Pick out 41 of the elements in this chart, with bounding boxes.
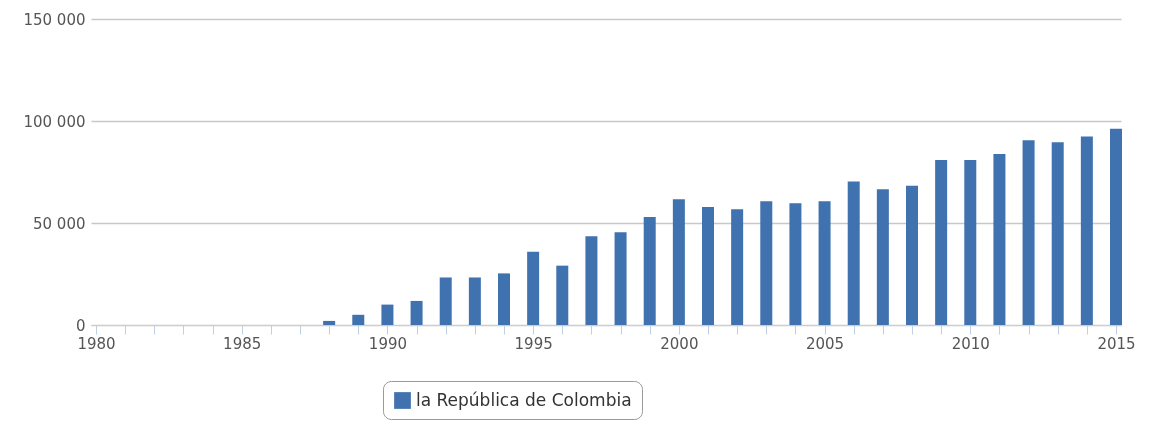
legend-label: la República de Colombia xyxy=(416,389,632,410)
bar xyxy=(585,236,598,325)
bar xyxy=(498,273,510,325)
y-tick-label: 0 xyxy=(75,316,86,335)
bar xyxy=(1022,140,1035,325)
bar xyxy=(439,277,452,325)
y-tick-label: 50 000 xyxy=(33,214,86,233)
bar xyxy=(1051,142,1064,325)
bar xyxy=(702,207,714,325)
bar xyxy=(847,181,860,325)
x-tick-label: 1985 xyxy=(223,334,262,353)
bar xyxy=(556,265,569,325)
bar xyxy=(527,251,540,325)
y-tick-label: 100 000 xyxy=(23,112,86,131)
bar xyxy=(876,189,889,325)
bar xyxy=(381,304,394,325)
x-tick-label: 1995 xyxy=(514,334,553,353)
bar xyxy=(614,232,627,325)
x-tick-label: 1990 xyxy=(368,334,408,353)
x-tick-label: 2000 xyxy=(660,334,699,353)
bar xyxy=(818,201,831,325)
bar xyxy=(1110,128,1122,325)
x-tick-label: 1980 xyxy=(77,334,116,353)
bar xyxy=(964,159,977,325)
bar xyxy=(906,185,918,325)
bar xyxy=(323,320,336,325)
bar xyxy=(352,314,365,325)
bar xyxy=(935,159,948,325)
bar xyxy=(643,216,656,325)
bar xyxy=(1080,136,1093,325)
bar xyxy=(410,300,423,325)
bar xyxy=(468,277,481,325)
bar xyxy=(672,199,685,325)
y-tick-label: 150 000 xyxy=(23,10,86,29)
bar xyxy=(789,203,802,325)
x-tick-label: 2015 xyxy=(1097,334,1136,353)
x-tick-label: 2010 xyxy=(951,334,990,353)
bar xyxy=(993,154,1006,325)
x-tick-label: 2005 xyxy=(805,334,845,353)
bar xyxy=(760,201,773,325)
bar xyxy=(731,209,744,325)
